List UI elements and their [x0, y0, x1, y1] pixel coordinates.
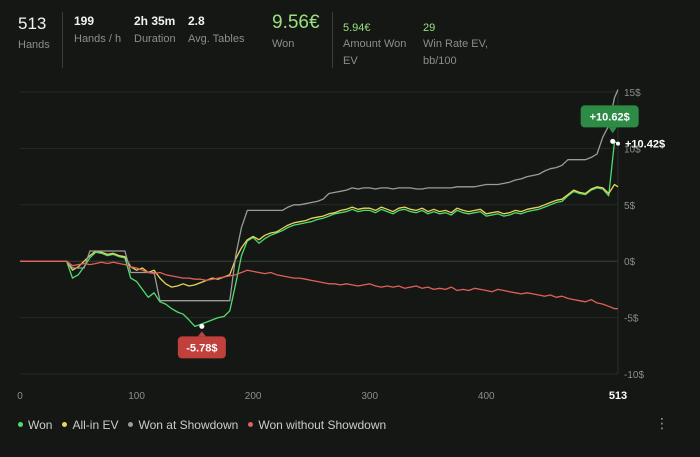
stat-amount-won-ev: 5.94€ Amount Won EV [343, 22, 415, 70]
series-line-won [20, 140, 619, 328]
stat-value: 2h 35m [134, 14, 176, 28]
stat-hands-per-hour: 199 Hands / h [74, 14, 121, 48]
legend-dot-icon [128, 422, 134, 428]
stat-label: Hands / h [74, 33, 122, 45]
stat-value: 2.8 [188, 14, 205, 28]
series-line-won-without-showdown [20, 260, 618, 310]
x-tick-label: 200 [245, 391, 262, 402]
x-tick-label: 400 [478, 391, 495, 402]
max-badge [580, 105, 639, 128]
legend-label: Won [28, 418, 53, 432]
legend-item[interactable]: Won at Showdown [128, 418, 238, 432]
stats-bar: 513 Hands 199 Hands / h 2h 35m Duration … [0, 0, 700, 80]
max-point [610, 138, 616, 144]
stat-label: Hands [18, 39, 50, 51]
chart-legend: Won All-in EV Won at Showdown Won without S… [18, 418, 396, 434]
y-tick-label: 10$ [624, 144, 641, 155]
more-vertical-icon[interactable]: ⋮ [655, 415, 669, 431]
series-line-won-at-showdown [20, 89, 619, 302]
max-badge-label: +10.62$ [590, 111, 630, 123]
series-lines [20, 89, 619, 328]
stat-label: Avg. Tables [188, 33, 245, 45]
min-point [199, 323, 205, 329]
stat-label: Duration [134, 33, 176, 45]
min-badge-label: -5.78$ [186, 342, 217, 354]
legend-label: Won without Showdown [258, 418, 387, 432]
x-end-label: 513 [609, 390, 627, 402]
grid [20, 91, 619, 375]
stat-value: 199 [74, 14, 95, 28]
min-badge-pointer [197, 331, 206, 337]
legend-label: Won at Showdown [138, 418, 239, 432]
legend-dot-icon [62, 422, 68, 428]
y-tick-label: -10$ [624, 370, 644, 381]
axis-labels: 15$ 10$ 5$ 0$ -5$ -10$ 0 100 200 300 400 513 [17, 88, 644, 402]
stat-hands: 513 Hands [18, 14, 50, 54]
annotations: +10.62$ +10.42$ -5.78$ [177, 105, 665, 359]
stat-win-rate-ev: 29 Win Rate EV, bb/100 [423, 22, 503, 70]
stat-label: Amount Won EV [343, 38, 407, 67]
profit-chart: +10.62$+10.42$-5.78$ 15$10$5$0$-5$-10$0 1… [17, 88, 665, 402]
legend-item[interactable]: Won without Showdown [248, 418, 386, 432]
stat-value: 9.56€ [272, 12, 320, 33]
legend-dot-icon [18, 422, 23, 428]
stat-value: 29 [423, 22, 436, 34]
y-tick-label: -5$ [624, 314, 639, 325]
divider [332, 12, 333, 68]
stat-avg-tables: 2.8 Avg. Tables [188, 14, 244, 48]
series-line-all-in-ev [20, 183, 619, 288]
y-tick-label: 0$ [624, 257, 636, 268]
x-tick-label: 300 [361, 391, 378, 402]
stat-won: 9.56€ Won [272, 12, 320, 53]
legend-dot-icon [248, 422, 254, 428]
stat-value: 513 [18, 14, 47, 33]
max-badge-pointer [608, 127, 617, 134]
divider [62, 12, 63, 68]
stat-label: Win Rate EV, bb/100 [423, 38, 489, 67]
x-tick-label: 100 [128, 391, 145, 402]
min-badge [177, 336, 226, 359]
stat-duration: 2h 35m Duration [134, 14, 176, 48]
legend-item[interactable]: All-in EV [62, 418, 118, 432]
legend-item[interactable]: Won [18, 418, 52, 432]
y-tick-label: 5$ [624, 201, 636, 212]
end-label: +10.42$ [625, 139, 665, 151]
legend-label: All-in EV [72, 418, 119, 432]
end-point [616, 141, 620, 146]
x-tick-label: 0 [17, 391, 23, 402]
stat-label: Won [272, 38, 295, 50]
stat-value: 5.94€ [343, 22, 371, 34]
y-tick-label: 15$ [624, 88, 641, 99]
